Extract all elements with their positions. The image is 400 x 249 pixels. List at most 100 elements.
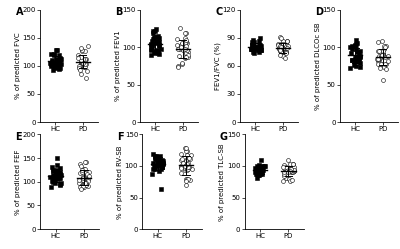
Text: F: F xyxy=(117,132,124,142)
Point xyxy=(188,153,194,157)
Point xyxy=(287,167,294,171)
Point xyxy=(378,54,384,58)
Point xyxy=(50,53,57,57)
Point xyxy=(53,173,60,177)
Point xyxy=(249,43,255,47)
Point xyxy=(287,169,293,173)
Point xyxy=(282,51,289,55)
Point xyxy=(384,54,391,58)
Point xyxy=(152,29,158,33)
Point xyxy=(254,169,260,173)
Point xyxy=(183,38,189,42)
Point xyxy=(150,161,156,165)
Point xyxy=(280,54,286,58)
Point xyxy=(249,41,256,45)
Point xyxy=(155,50,162,54)
Point xyxy=(184,50,191,54)
Point xyxy=(374,49,381,53)
Point xyxy=(51,174,58,178)
Point xyxy=(175,64,181,68)
Point xyxy=(281,56,288,60)
Point xyxy=(78,71,84,75)
Point xyxy=(148,48,154,52)
Point xyxy=(380,52,386,56)
Point xyxy=(351,56,358,60)
Point xyxy=(80,184,86,187)
Point xyxy=(291,168,297,172)
Point xyxy=(185,161,191,165)
Point xyxy=(380,53,386,57)
Point xyxy=(83,57,90,61)
Point xyxy=(158,167,165,171)
Y-axis label: % of predicted FVC: % of predicted FVC xyxy=(15,33,21,99)
Point xyxy=(57,66,63,70)
Point xyxy=(380,44,387,48)
Point xyxy=(81,58,88,62)
Point xyxy=(354,41,360,45)
Point xyxy=(79,170,86,174)
Point xyxy=(252,166,258,170)
Point xyxy=(251,40,258,44)
Point xyxy=(376,49,382,53)
Point xyxy=(86,174,92,178)
Point xyxy=(148,42,154,46)
Point xyxy=(255,46,262,50)
Point xyxy=(79,177,85,181)
Point xyxy=(276,48,282,52)
Point xyxy=(352,44,358,48)
Point xyxy=(157,159,163,163)
Point xyxy=(281,173,287,177)
Point xyxy=(254,172,260,176)
Point xyxy=(254,176,260,180)
Point xyxy=(277,48,283,52)
Point xyxy=(255,173,262,177)
Point xyxy=(281,50,288,54)
Point xyxy=(256,43,262,47)
Point xyxy=(174,65,181,69)
Point xyxy=(47,185,54,189)
Point xyxy=(257,170,263,174)
Y-axis label: % of predicted RV-SB: % of predicted RV-SB xyxy=(117,145,123,219)
Point xyxy=(256,50,262,54)
Point xyxy=(154,48,160,52)
Point xyxy=(350,63,357,67)
Point xyxy=(158,165,165,169)
Point xyxy=(256,165,263,169)
Point xyxy=(54,59,60,63)
Point xyxy=(354,50,360,54)
Point xyxy=(85,45,91,49)
Point xyxy=(47,175,53,179)
Point xyxy=(380,78,386,82)
Point xyxy=(80,179,86,183)
Point xyxy=(251,47,258,51)
Point xyxy=(253,46,259,50)
Point xyxy=(255,171,261,175)
Point xyxy=(77,162,84,166)
Point xyxy=(79,168,85,172)
Point xyxy=(54,168,60,172)
Point xyxy=(249,43,255,47)
Point xyxy=(182,46,188,50)
Point xyxy=(56,62,62,65)
Point xyxy=(375,62,381,66)
Point xyxy=(50,180,56,184)
Point xyxy=(183,51,189,55)
Point xyxy=(150,35,157,39)
Point xyxy=(258,171,264,175)
Point xyxy=(283,173,289,177)
Point xyxy=(77,65,83,69)
Point xyxy=(258,164,265,168)
Point xyxy=(58,62,64,65)
Point xyxy=(278,50,284,54)
Point xyxy=(280,42,286,46)
Point xyxy=(353,55,359,59)
Point xyxy=(280,166,286,170)
Point xyxy=(382,55,389,59)
Point xyxy=(353,64,359,68)
Point xyxy=(248,47,254,51)
Point xyxy=(78,48,85,52)
Point xyxy=(282,50,289,54)
Point xyxy=(54,173,60,177)
Point xyxy=(280,51,286,55)
Point xyxy=(255,48,261,52)
